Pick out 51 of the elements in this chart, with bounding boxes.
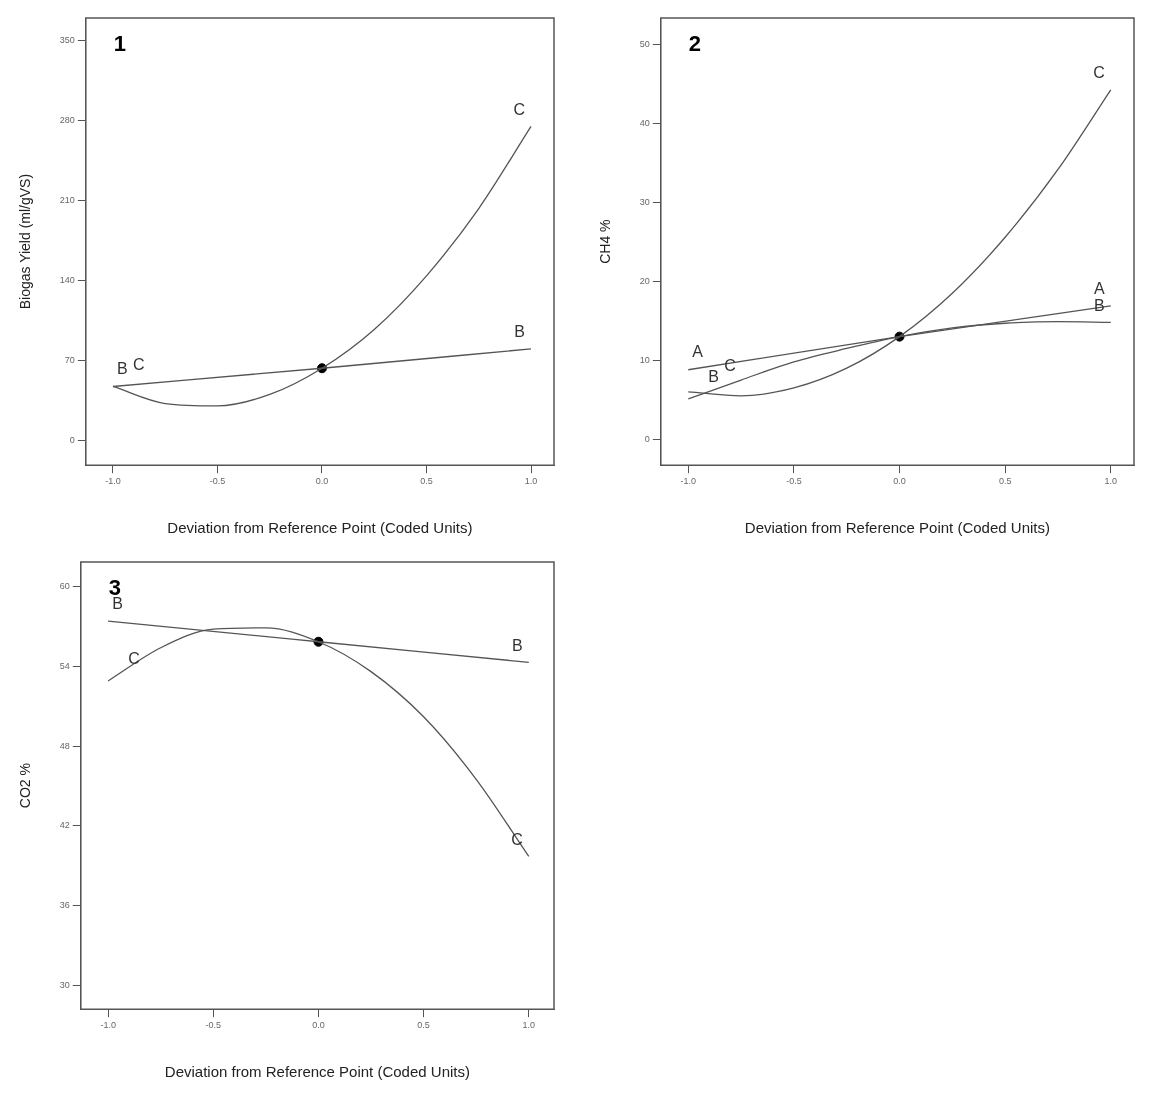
series-label: A <box>692 343 704 361</box>
y-tick-label: 48 <box>59 740 70 751</box>
y-tick-label: 54 <box>59 660 70 671</box>
x-axis-title: Deviation from Reference Point (Coded Units) <box>164 1063 470 1081</box>
text: A <box>1094 280 1105 298</box>
y-axis-title: CH4 % <box>597 219 614 264</box>
series-label: C <box>513 100 526 118</box>
text: 1 <box>113 31 127 57</box>
x-tick-label: -0.5 <box>205 1020 222 1031</box>
x-tick-label: -1.0 <box>105 476 121 487</box>
y-tick-label: 10 <box>639 354 650 365</box>
x-tick-label: 0.0 <box>315 476 329 487</box>
y-tick-label: 210 <box>59 195 75 206</box>
x-tick-label: 0.5 <box>417 1020 430 1031</box>
series-label: B <box>512 636 523 654</box>
text: C <box>128 650 140 668</box>
y-tick-label: 350 <box>59 35 75 46</box>
x-tick-label: 1.0 <box>524 476 538 487</box>
text: 2 <box>688 31 702 57</box>
text: C <box>132 355 145 373</box>
y-tick-label: 20 <box>639 275 650 286</box>
x-tick-label: -1.0 <box>680 476 697 487</box>
series-label: C <box>1093 64 1105 82</box>
x-tick-label: 0.0 <box>893 476 906 487</box>
x-axis-title: Deviation from Reference Point (Coded Units) <box>167 519 473 537</box>
y-tick-label: 42 <box>59 820 70 831</box>
x-tick-label: 0.0 <box>312 1020 325 1031</box>
y-axis-title: CO2 % <box>17 763 34 809</box>
y-tick-label: 30 <box>639 197 650 208</box>
y-tick-label: 0 <box>69 434 75 445</box>
x-tick-label: 1.0 <box>1104 476 1118 487</box>
x-tick-label: 0.5 <box>420 476 433 487</box>
y-tick-label: 50 <box>639 39 650 50</box>
y-axis-title: Biogas Yield (ml/gVS) <box>17 173 34 310</box>
y-tick-label: 36 <box>59 900 70 911</box>
x-tick-label: 1.0 <box>522 1020 536 1031</box>
x-tick-label: -1.0 <box>100 1020 116 1031</box>
y-tick-label: 280 <box>59 115 75 126</box>
text: B <box>514 323 526 341</box>
x-tick-label: -0.5 <box>209 476 226 487</box>
x-axis-title: Deviation from Reference Point (Coded Units) <box>744 519 1050 537</box>
x-tick-label: -0.5 <box>786 476 802 487</box>
y-tick-label: 70 <box>64 354 75 365</box>
y-tick-label: 0 <box>644 433 650 444</box>
x-tick-label: 0.5 <box>998 476 1012 487</box>
y-tick-label: 140 <box>59 274 75 285</box>
y-tick-label: 60 <box>59 581 70 592</box>
series-label: B <box>708 368 719 386</box>
series-label: B <box>116 359 128 377</box>
y-tick-label: 30 <box>59 979 70 990</box>
y-tick-label: 40 <box>639 118 650 129</box>
